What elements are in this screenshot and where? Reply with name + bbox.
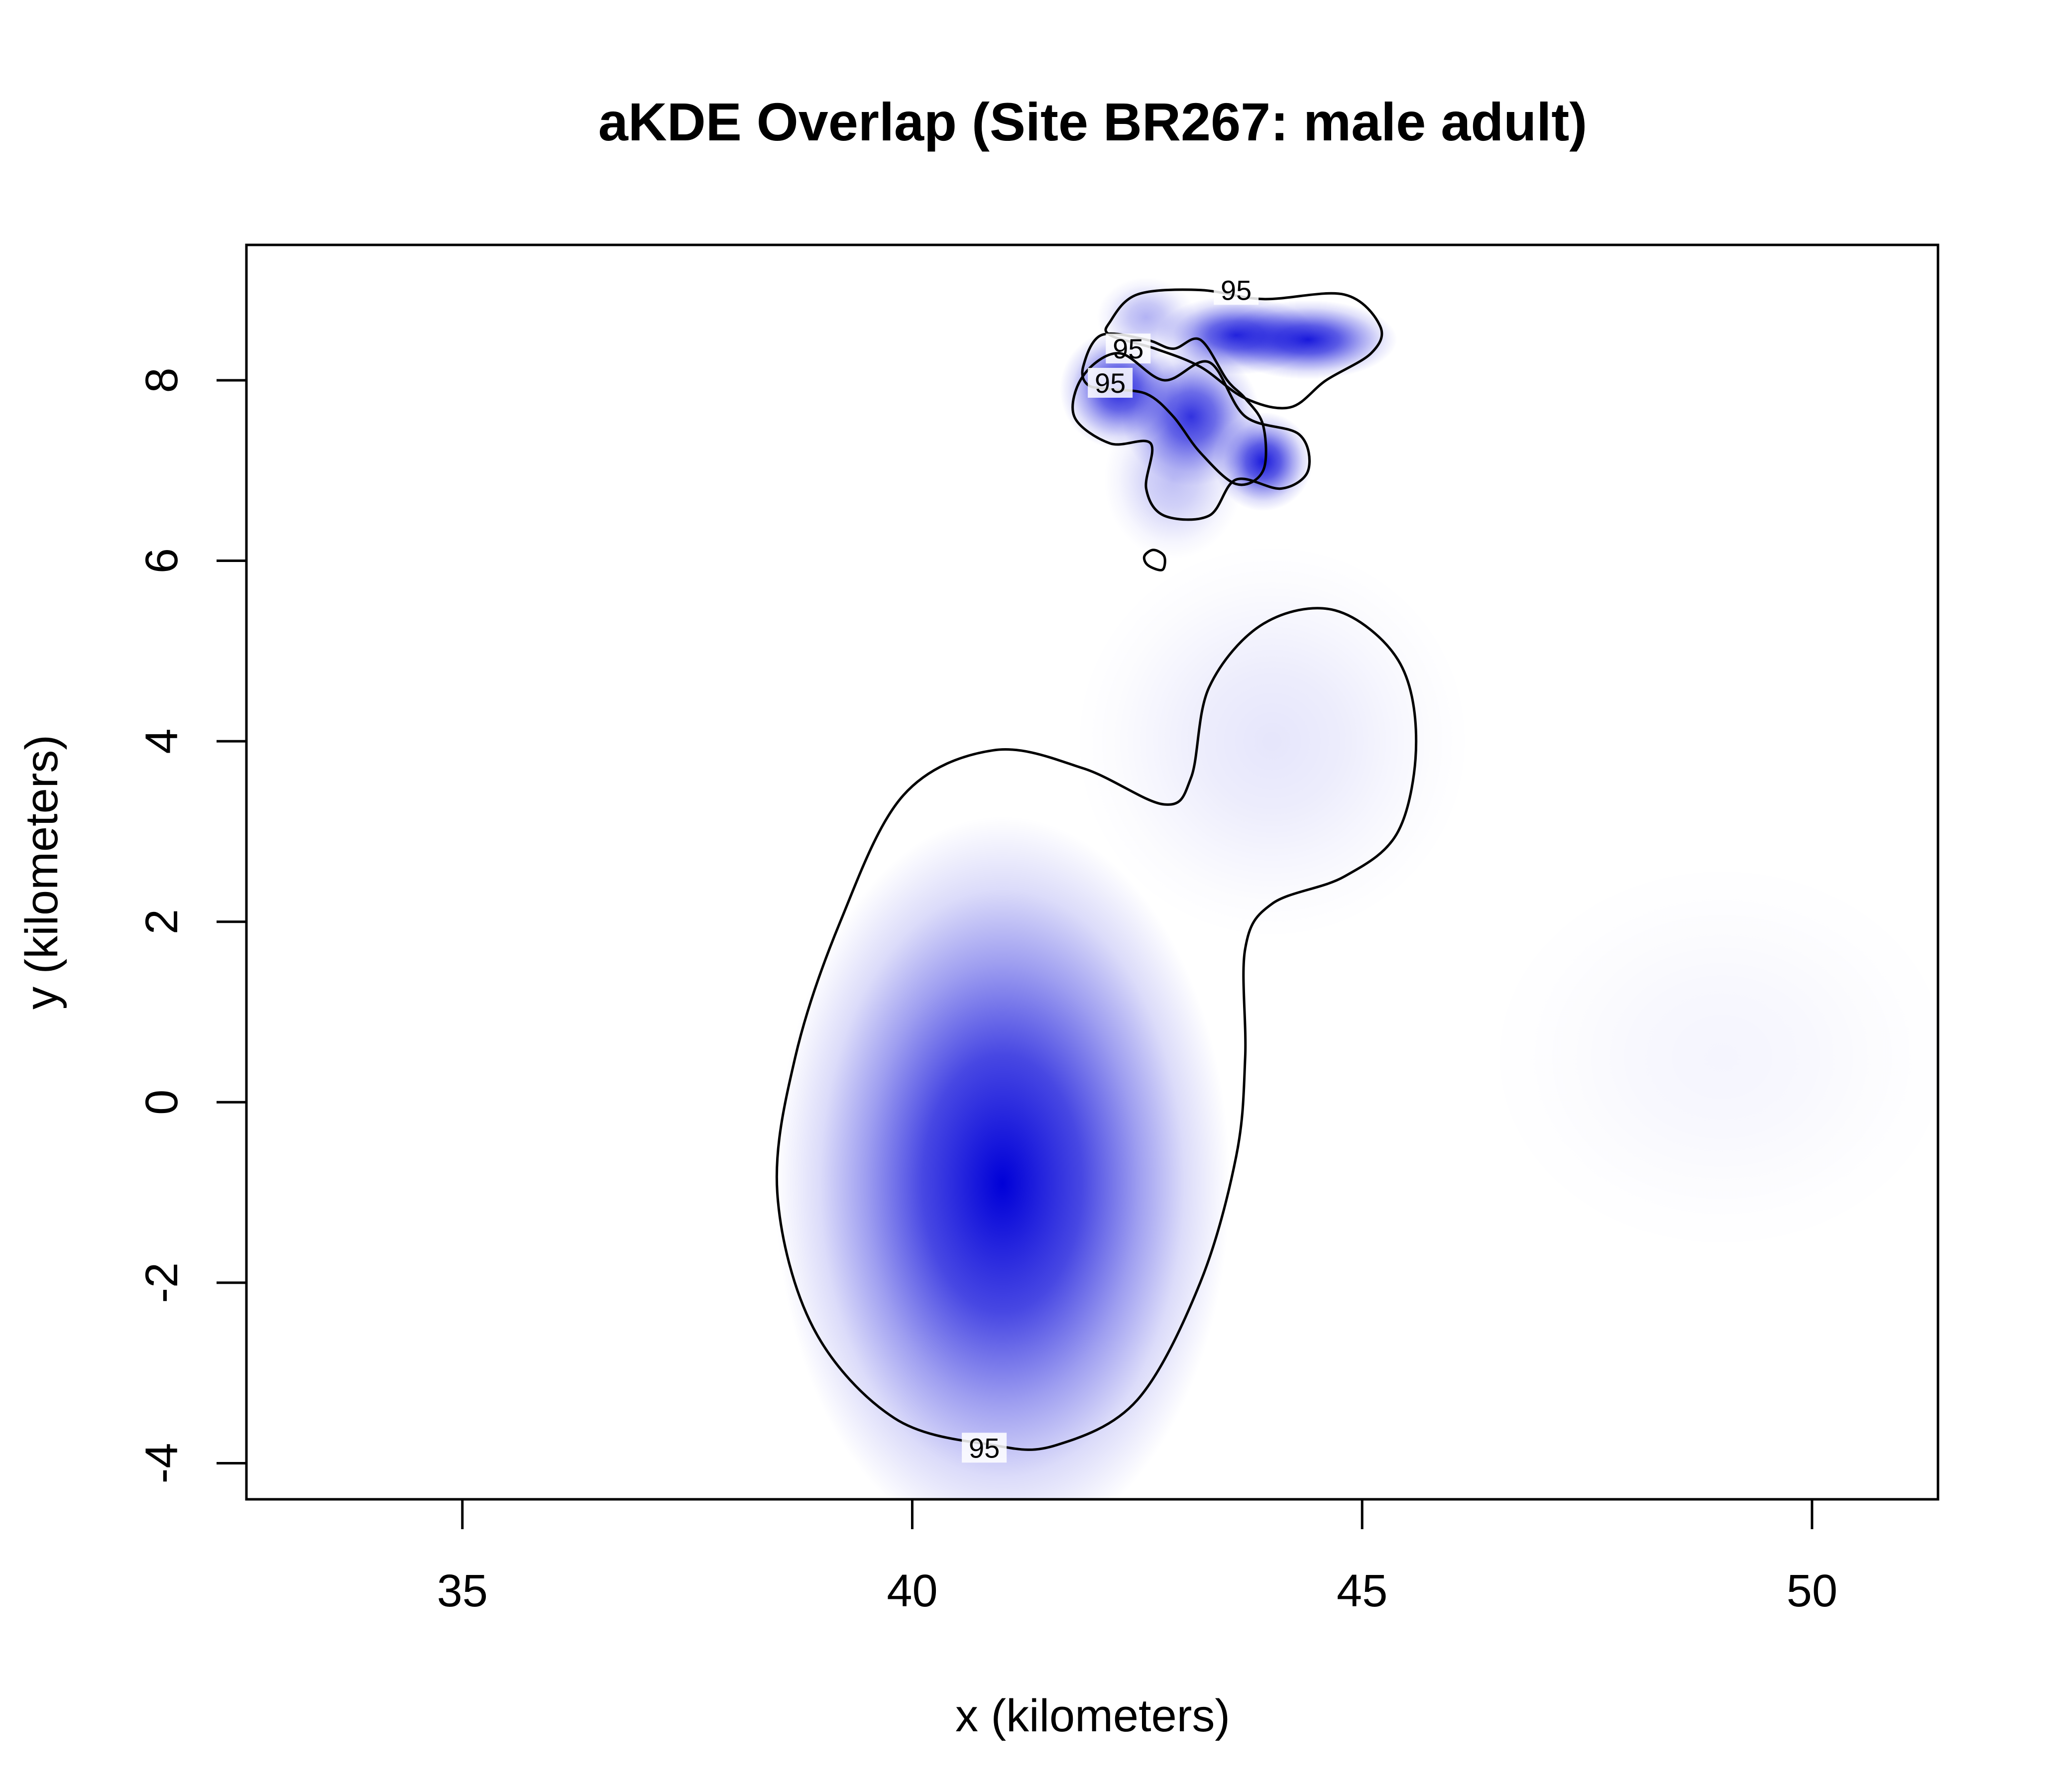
density-hotspot [1219, 300, 1397, 380]
north-lower-contour [1071, 352, 1311, 521]
y-tick-label: 2 [136, 909, 187, 934]
x-axis-label: x (kilometers) [955, 1690, 1230, 1741]
x-tick-label: 35 [437, 1566, 488, 1616]
contour-level-label: 95 [969, 1432, 1000, 1463]
large-home-range-contour [775, 607, 1418, 1451]
y-axis-label: y (kilometers) [16, 735, 67, 1009]
north-top-contour [1104, 288, 1383, 410]
contour-label-background [962, 1433, 1007, 1463]
x-tick-label: 50 [1787, 1566, 1837, 1616]
x-tick-label: 40 [887, 1566, 937, 1616]
x-tick-label: 45 [1337, 1566, 1387, 1616]
chart-title: aKDE Overlap (Site BR267: male adult) [598, 92, 1588, 152]
y-tick-label: 4 [136, 729, 187, 754]
y-tick-label: -2 [136, 1262, 187, 1303]
contour-level-label: 95 [1095, 367, 1126, 399]
contour-label-background [1106, 334, 1151, 364]
y-tick-label: -4 [136, 1443, 187, 1484]
small-island-contour [1142, 549, 1166, 571]
y-tick-label: 8 [136, 367, 187, 393]
y-tick-label: 0 [136, 1090, 187, 1115]
north-middle-contour [1081, 332, 1267, 486]
density-hotspot [775, 816, 1230, 1499]
y-tick-label: 6 [136, 548, 187, 573]
density-hotspot [1104, 400, 1243, 559]
contour-level-label: 95 [1221, 274, 1252, 306]
contour-level-label: 95 [1113, 333, 1143, 364]
contour-label-background [1214, 275, 1259, 305]
density-hotspot [1484, 858, 1938, 1256]
density-hotspot [1074, 543, 1471, 940]
density-layer [775, 277, 1938, 1499]
contour-label-background [1088, 368, 1133, 398]
x-axis: 35 40 45 50 [437, 1498, 1837, 1616]
y-axis: -4 -2 0 2 4 6 8 [136, 367, 248, 1484]
